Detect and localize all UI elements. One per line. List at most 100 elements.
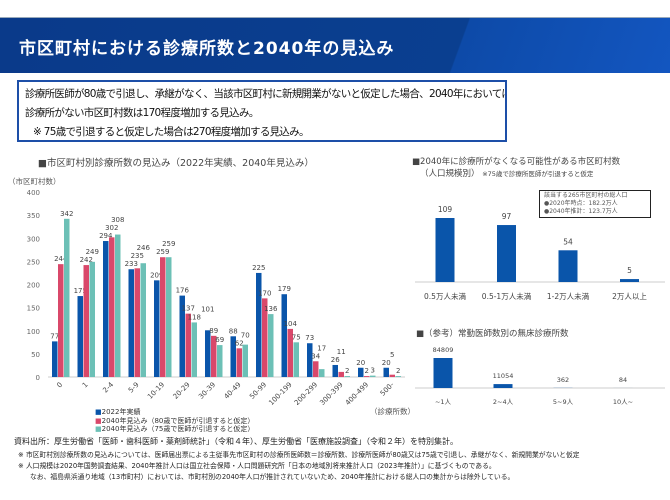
x-tick-label: 0.5-1万人未満 bbox=[482, 291, 532, 301]
data-label: 34 bbox=[311, 352, 320, 360]
data-label: 233 bbox=[125, 260, 138, 268]
x-tick-label: 300-399 bbox=[318, 381, 344, 405]
bar bbox=[558, 250, 578, 282]
bar-2040-80 bbox=[389, 374, 395, 377]
bar-2040-80 bbox=[160, 257, 166, 377]
bar-2040-80 bbox=[58, 264, 64, 377]
chart1-title: ■市区町村別診療所数の見込み（2022年実績、2040年見込み） bbox=[38, 158, 314, 169]
data-label: 302 bbox=[105, 224, 118, 232]
data-label: 244 bbox=[54, 255, 68, 263]
bar-2022 bbox=[52, 341, 58, 377]
data-label: 175 bbox=[74, 287, 87, 295]
bar-2040-75 bbox=[370, 375, 376, 377]
data-label: 84 bbox=[619, 376, 627, 384]
y-tick-label: 150 bbox=[27, 305, 40, 313]
data-label: 308 bbox=[111, 216, 124, 224]
x-tick-label: 100-199 bbox=[267, 381, 293, 405]
bar-2040-75 bbox=[115, 234, 121, 377]
data-label: 294 bbox=[99, 232, 113, 240]
bar-2040-80 bbox=[364, 376, 370, 377]
data-label: 89 bbox=[209, 327, 218, 335]
bar-2022 bbox=[103, 241, 109, 377]
bar-2022 bbox=[281, 294, 287, 377]
data-label: 3 bbox=[371, 367, 375, 375]
data-label: 73 bbox=[305, 334, 314, 342]
x-tick-label: 1 bbox=[81, 381, 90, 390]
data-label: 235 bbox=[131, 252, 144, 260]
footnote: なお、福島県浜通り地域（13市町村）においては、市町村別の2040年人口が推計さ… bbox=[30, 473, 515, 481]
bar-2040-75 bbox=[293, 342, 299, 377]
x-tick-label: 30-39 bbox=[197, 381, 217, 401]
bar-2040-75 bbox=[89, 261, 95, 377]
x-tick-label: 40-49 bbox=[223, 381, 243, 401]
data-label: 109 bbox=[438, 205, 453, 214]
x-tick-label: 50-99 bbox=[248, 381, 268, 401]
page-title: 市区町村における診療所数と2040年の見込み bbox=[19, 39, 395, 59]
bar-2040-80 bbox=[338, 371, 344, 377]
chart2-plot: 109 0.5万人未満 97 0.5-1万人未満 54 1-2万人未満 5 2万人以上 bbox=[415, 205, 665, 301]
data-label: 137 bbox=[182, 305, 195, 313]
x-tick-label: 1-2万人未満 bbox=[547, 291, 590, 301]
bar bbox=[433, 358, 453, 388]
data-label: 342 bbox=[60, 210, 73, 218]
data-label: 5 bbox=[390, 351, 394, 359]
data-label: 11054 bbox=[493, 372, 514, 380]
y-tick-label: 250 bbox=[27, 258, 40, 266]
x-tick-label: 20-29 bbox=[172, 381, 192, 401]
source-note: 資料出所：厚生労働省「医師・歯科医師・薬剤師統計」（令和４年）、厚生労働省「医療… bbox=[14, 437, 458, 446]
summary-box: 診療所医師が80歳で引退し、承継がなく、当該市区町村に新規開業がないと仮定した場… bbox=[17, 80, 507, 142]
bar-2040-75 bbox=[140, 263, 146, 377]
data-label: 2 bbox=[396, 367, 400, 375]
y-tick-label: 0 bbox=[36, 374, 40, 382]
bar-2022 bbox=[383, 367, 389, 377]
data-label: 209 bbox=[150, 271, 163, 279]
bar bbox=[620, 279, 639, 282]
x-tick-label: 400-499 bbox=[344, 381, 370, 405]
chart1-legend: ■2022年実績 ■2040年見込み（80歳で医師が引退すると仮定） ■2040… bbox=[95, 408, 254, 434]
x-tick-label: 5~9人 bbox=[553, 398, 574, 406]
data-label: 54 bbox=[563, 237, 573, 246]
bar-2040-75 bbox=[191, 322, 197, 377]
summary-note: ※ 75歳で引退すると仮定した場合は270程度増加する見込み。 bbox=[33, 126, 310, 138]
y-tick-label: 100 bbox=[27, 328, 40, 336]
data-label: 26 bbox=[331, 356, 340, 364]
x-tick-label: 0 bbox=[55, 381, 64, 390]
bar bbox=[497, 225, 516, 282]
bar-2040-80 bbox=[185, 313, 191, 377]
bar-2040-75 bbox=[268, 314, 274, 377]
data-label: 17 bbox=[317, 344, 326, 352]
bar-2022 bbox=[77, 296, 83, 377]
data-label: 77 bbox=[50, 332, 59, 340]
x-tick-label: 2-4 bbox=[101, 380, 115, 394]
legend-item: ■2040年見込み（75歳で医師が引退すると仮定） bbox=[95, 425, 255, 434]
data-label: 20 bbox=[356, 359, 365, 367]
bar-2040-75 bbox=[217, 345, 223, 377]
data-label: 84809 bbox=[433, 346, 454, 354]
data-label: 259 bbox=[156, 248, 169, 256]
data-label: 101 bbox=[201, 305, 214, 313]
x-tick-label: 0.5万人未満 bbox=[424, 291, 466, 301]
bar-2040-75 bbox=[344, 376, 350, 377]
bar bbox=[493, 384, 513, 388]
data-label: 179 bbox=[278, 285, 291, 293]
bar-2040-80 bbox=[134, 268, 140, 377]
bar-2022 bbox=[307, 343, 313, 377]
bar bbox=[435, 218, 455, 282]
data-label: 2 bbox=[365, 367, 369, 375]
population-annotation: 該当する265市区町村の総人口 ●2020年時点：182.2万人 ●2040年推計：… bbox=[539, 190, 651, 218]
bar-2040-80 bbox=[236, 348, 242, 377]
footnote: ※ 市区町村別診療所数の見込みについては、医師届出票による主従事先市区町村の診療… bbox=[18, 451, 580, 459]
y-tick-label: 350 bbox=[27, 212, 40, 220]
data-label: 118 bbox=[188, 313, 201, 321]
data-label: 2 bbox=[345, 367, 349, 375]
bar-2040-75 bbox=[166, 257, 172, 377]
x-tick-label: 10人~ bbox=[613, 398, 633, 406]
y-tick-label: 50 bbox=[31, 351, 40, 359]
data-label: 225 bbox=[252, 264, 265, 272]
legend-item: ■2040年見込み（80歳で医師が引退すると仮定） bbox=[95, 416, 255, 425]
data-label: 362 bbox=[557, 376, 569, 384]
bar-2040-80 bbox=[109, 237, 115, 377]
y-tick-label: 300 bbox=[27, 235, 40, 243]
data-label: 104 bbox=[284, 320, 298, 328]
data-label: 259 bbox=[162, 240, 175, 248]
